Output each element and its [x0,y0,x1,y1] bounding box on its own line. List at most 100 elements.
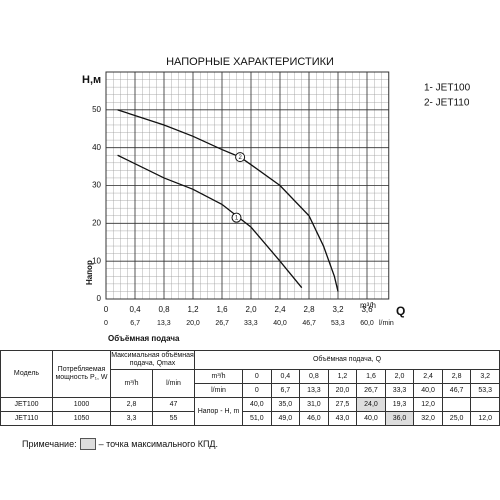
model-cell: JET100 [0,397,53,412]
flow-cell: 0,8 [299,369,329,384]
table-row: JET100 1000 2,8 47 Напор - H, m 40,0 35,0 31,0 2… [0,397,500,426]
flow-cell: 13,3 [299,383,329,398]
header-cell: Объёмная подача, Q [194,350,500,370]
head-cell [470,397,500,412]
x-tick-label: 3,6 [361,305,373,314]
y-tick-label: 50 [92,105,101,114]
marker-label: 2 [238,155,242,161]
power-cell: 1050 [52,411,111,426]
flow-cell: 2,4 [413,369,443,384]
head-cell: 43,0 [327,411,358,426]
header-cell: m³/h [110,369,153,398]
x-axis-label: Объёмная подача [108,334,180,343]
head-cell: 27,5 [327,397,358,412]
spec-table: Модель Потребляемая мощность P₁, W Максима… [0,350,500,426]
note: Примечание: – точка максимального КПД. [22,438,218,450]
y-tick-label: 10 [92,256,101,265]
x-tick-label: 2,8 [303,305,315,314]
head-cell: 19,3 [384,397,415,412]
flow-cell: 0,4 [270,369,301,384]
x2-tick-label: 26,7 [215,320,229,327]
x2-tick-label: 33,3 [244,320,258,327]
head-cell [441,397,472,412]
x-symbol: Q [396,304,405,318]
head-cell: 51,0 [242,411,272,426]
header-cell: l/min [194,383,244,398]
flow-cell: 2,8 [441,369,472,384]
head-cell: 46,0 [299,411,329,426]
x2-tick-label: 46,7 [302,320,316,327]
header-cell: l/min [151,369,196,398]
flow-cell: 2,0 [384,369,415,384]
x-unit: m³/h [360,301,376,310]
x2-tick-label: 53,3 [331,320,345,327]
x-tick-label: 0,8 [158,305,170,314]
flow-cell: 20,0 [327,383,358,398]
table-row: Модель Потребляемая мощность P₁, W Максима… [0,350,500,398]
table-row: m³/h l/min m³/h 0 0,4 0,8 1,2 1,6 2,0 2,4 2,8 3,2 [1,369,500,398]
x2-unit: l/min [379,320,394,327]
y-axis-side-label: Напор [85,260,94,285]
x-tick-label: 1,2 [187,305,199,314]
max-eff-marker [231,212,242,223]
head-cell: 31,0 [299,397,329,412]
chart: НАПОРНЫЕ ХАРАКТЕРИСТИКИ Н,м Напор m³/h Q… [82,56,471,343]
head-cell: 40,0 [242,397,272,412]
flow-cell: 40,0 [413,383,443,398]
head-cell: 24,0 [356,397,386,412]
table-row: JET110 1050 3,3 55 51,0 49,0 46,0 43,0 40,0 36,0 3… [0,411,500,426]
note-text: – точка максимального КПД. [98,439,219,449]
header-cell: Модель [0,350,53,398]
flow-cell: 0 [242,369,272,384]
header-cell: m³/h [194,369,244,384]
flow-cell: 46,7 [441,383,472,398]
legend-entry: 2- JET110 [424,98,470,109]
max-eff-marker [235,152,246,163]
flow-cell: 53,3 [470,383,500,398]
x-tick-label: 0,4 [129,305,141,314]
x2-tick-label: 60,0 [360,320,374,327]
header-cell: Максимальная объёмная подача, Qmax [109,350,196,370]
head-cell: 12,0 [470,411,500,426]
x-tick-label: 2,0 [245,305,257,314]
header-cell: Напор - H, m [194,397,244,426]
head-cell: 40,0 [356,411,386,426]
plot-frame [105,71,390,300]
note-box [79,438,96,450]
flow-cell: 3,2 [470,369,500,384]
head-cell: 35,0 [270,397,301,412]
model-cell: JET110 [0,411,53,426]
head-cell: 32,0 [413,411,443,426]
x-tick-label: 3,2 [332,305,344,314]
x2-tick-label: 6,7 [130,320,140,327]
curve [117,154,303,289]
header-cell: Потребляемая мощность P₁, W [52,350,111,398]
x2-tick-label: 0 [104,320,108,327]
note-label: Примечание: [22,439,77,449]
chart-title: НАПОРНЫЕ ХАРАКТЕРИСТИКИ [166,56,334,68]
flow-cell: 1,2 [327,369,358,384]
x2-tick-label: 20,0 [186,320,200,327]
head-cell: 36,0 [384,411,415,426]
qmax-cell: 55 [151,411,196,426]
qmax-cell: 47 [151,397,196,412]
head-cell: 25,0 [441,411,472,426]
y-tick-label: 40 [92,143,101,152]
qmax-cell: 2,8 [110,397,153,412]
flow-cell: 0 [242,383,272,398]
curve [117,109,339,292]
flow-cell: 33,3 [384,383,415,398]
power-cell: 1000 [52,397,111,412]
y-axis-label: Н,м [82,74,101,86]
y-tick-label: 0 [97,294,102,303]
flow-cell: 1,6 [356,369,386,384]
qmax-cell: 3,3 [110,411,153,426]
x-tick-label: 0 [104,305,109,314]
legend-entry: 1- JET100 [424,83,471,94]
flow-cell: 6,7 [270,383,301,398]
y-tick-label: 20 [92,218,101,227]
x-tick-label: 1,6 [216,305,228,314]
y-tick-label: 30 [92,181,101,190]
flow-cell: 26,7 [356,383,386,398]
